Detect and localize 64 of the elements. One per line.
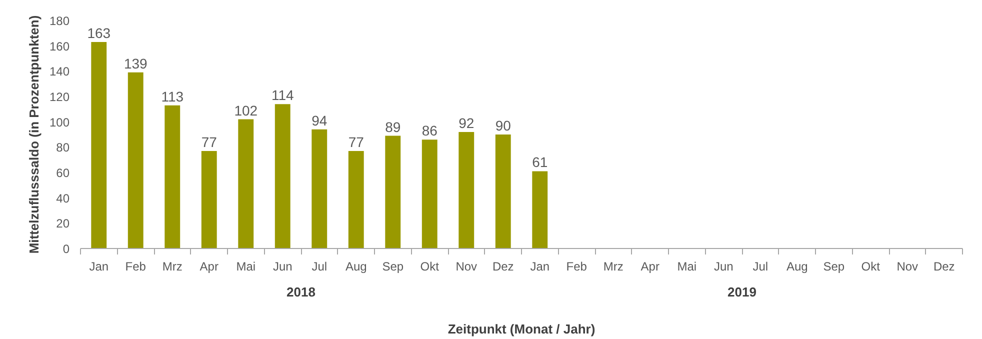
x-tick-label: Mai <box>236 260 256 274</box>
x-tick-label: Aug <box>345 260 367 274</box>
bar <box>495 134 511 248</box>
x-tick-label: Jun <box>714 260 734 274</box>
x-tick-label: Mrz <box>162 260 182 274</box>
data-label: 139 <box>124 55 148 72</box>
x-tick-label: Okt <box>420 260 440 274</box>
data-label: 94 <box>312 112 328 128</box>
text: 2019 <box>728 284 756 300</box>
x-tick-label: Feb <box>566 260 588 274</box>
x-tick-label: Jun <box>272 260 292 274</box>
data-label: 61 <box>532 154 548 170</box>
data-label: 102 <box>234 102 258 118</box>
bar <box>91 42 107 248</box>
data-label: 163 <box>87 25 111 42</box>
data-label: 77 <box>348 134 364 150</box>
bar <box>238 119 254 248</box>
bar <box>312 129 328 248</box>
y-axis-title: Mittelzuflusssaldo (in Prozentpunkten) <box>26 15 42 254</box>
x-tick-label: Dez <box>933 260 955 274</box>
data-label: 89 <box>385 118 401 135</box>
x-tick-label: Okt <box>861 260 881 274</box>
bar <box>274 104 290 248</box>
y-tick-label: 60 <box>56 166 70 180</box>
x-axis-title: Zeitpunkt (Monat / Jahr) <box>448 322 596 336</box>
x-tick-label: Dez <box>492 260 514 274</box>
x-tick-label: Mrz <box>603 260 624 274</box>
bar <box>385 136 401 248</box>
data-label: 92 <box>458 114 474 131</box>
x-tick-label: Sep <box>382 260 404 274</box>
y-tick-label: 180 <box>49 14 70 28</box>
x-tick-label: Jan <box>89 260 109 274</box>
x-tick-label: Jan <box>530 260 550 274</box>
y-tick-label: 140 <box>49 64 70 79</box>
y-tick-label: 20 <box>56 216 70 231</box>
data-label: 77 <box>201 134 218 150</box>
x-tick-label: Nov <box>456 260 478 274</box>
x-tick-label: Nov <box>896 260 918 274</box>
y-tick-label: 120 <box>49 90 70 104</box>
y-tick-label: 0 <box>62 242 70 256</box>
x-tick-label: Sep <box>823 260 845 274</box>
x-tick-label: Jul <box>312 260 328 274</box>
text: 2018 <box>286 284 316 300</box>
bar <box>532 171 548 248</box>
x-tick-label: Apr <box>640 260 660 274</box>
x-tick-label: Mai <box>677 260 697 274</box>
bar <box>164 105 180 248</box>
data-label: 114 <box>271 87 294 104</box>
y-tick-label: 100 <box>49 115 70 130</box>
y-tick-label: 160 <box>49 39 70 54</box>
x-tick-label: Aug <box>786 260 808 274</box>
data-label: 90 <box>495 118 512 134</box>
y-tick-label: 40 <box>56 191 70 206</box>
x-tick-label: Apr <box>200 260 218 274</box>
bar <box>458 132 474 248</box>
bar <box>201 150 217 248</box>
bar <box>422 140 438 248</box>
data-label: 113 <box>161 88 184 104</box>
bar <box>128 72 144 248</box>
x-tick-label: Feb <box>125 260 146 274</box>
x-tick-label: Jul <box>752 260 768 274</box>
data-label: 86 <box>422 122 438 139</box>
bar <box>348 150 364 248</box>
y-tick-label: 80 <box>56 140 70 155</box>
